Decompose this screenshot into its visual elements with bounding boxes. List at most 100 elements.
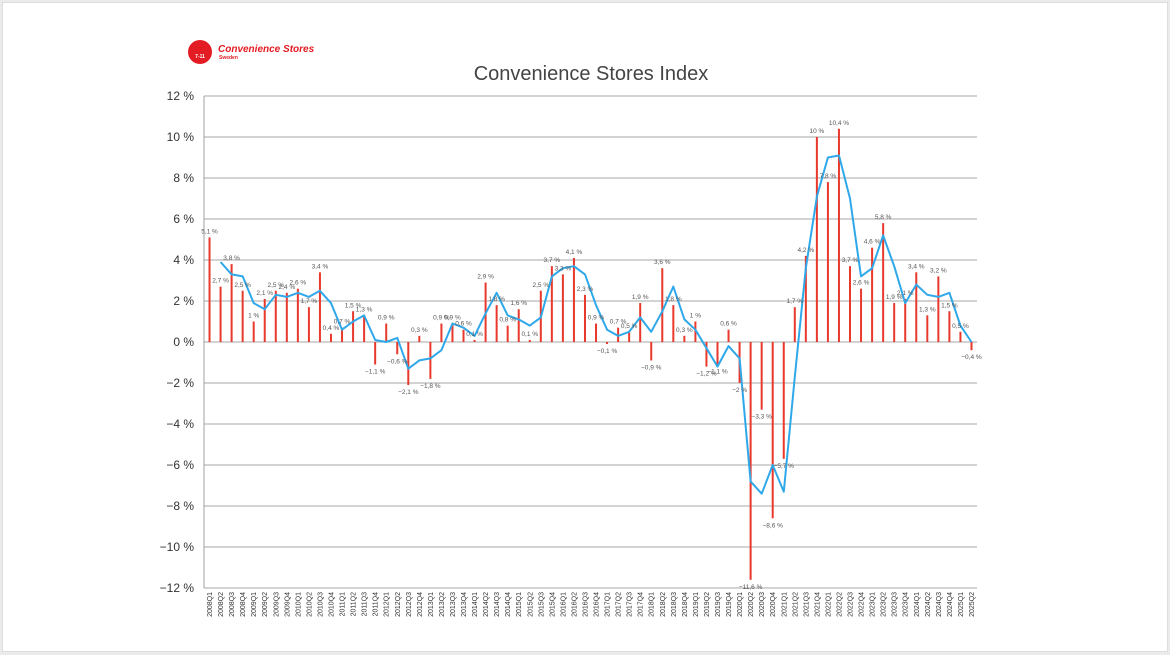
bar xyxy=(793,307,796,342)
x-tick-label: 2010Q2 xyxy=(306,592,313,617)
data-label: 5,8 % xyxy=(875,214,892,221)
x-tick-label: 2016Q4 xyxy=(594,592,601,617)
data-label: −1,1 % xyxy=(707,369,728,376)
x-tick-label: 2009Q3 xyxy=(273,592,280,617)
x-tick-label: 2023Q3 xyxy=(892,592,899,617)
x-tick-label: 2025Q2 xyxy=(969,592,976,617)
x-tick-label: 2017Q3 xyxy=(627,592,634,617)
x-tick-label: 2021Q4 xyxy=(814,592,821,617)
bar xyxy=(396,342,399,355)
bar xyxy=(473,339,476,342)
y-tick-label: −2 % xyxy=(166,376,194,390)
data-label: 3,7 % xyxy=(544,257,561,264)
data-label: 2,9 % xyxy=(477,274,494,281)
x-tick-label: 2016Q2 xyxy=(571,592,578,617)
data-label: 1 % xyxy=(690,313,701,320)
x-tick-label: 2017Q2 xyxy=(616,592,623,617)
bar xyxy=(650,342,653,361)
data-label: 0,9 % xyxy=(588,315,605,322)
bar xyxy=(517,309,520,342)
bar xyxy=(285,292,288,342)
bar xyxy=(462,329,465,342)
bar xyxy=(837,128,840,342)
bar xyxy=(926,315,929,342)
x-tick-label: 2009Q4 xyxy=(284,592,291,617)
bar xyxy=(583,294,586,342)
x-tick-label: 2014Q3 xyxy=(494,592,501,617)
bar xyxy=(782,342,785,459)
x-tick-label: 2013Q2 xyxy=(439,592,446,617)
x-tick-label: 2013Q4 xyxy=(461,592,468,617)
x-tick-label: 2016Q3 xyxy=(582,592,589,617)
x-tick-label: 2008Q1 xyxy=(207,592,214,617)
y-tick-label: −4 % xyxy=(166,417,194,431)
x-tick-label: 2012Q2 xyxy=(395,592,402,617)
data-label: 7,8 % xyxy=(820,173,837,180)
x-tick-label: 2015Q3 xyxy=(538,592,545,617)
y-tick-label: −6 % xyxy=(166,458,194,472)
data-label: 1,9 % xyxy=(886,294,903,301)
x-tick-label: 2008Q4 xyxy=(240,592,247,617)
bar xyxy=(871,247,874,342)
data-label: 4,2 % xyxy=(798,247,815,254)
bar xyxy=(385,323,388,342)
x-tick-label: 2016Q1 xyxy=(560,592,567,617)
x-tick-label: 2010Q3 xyxy=(317,592,324,617)
bar xyxy=(760,342,763,410)
x-tick-label: 2014Q1 xyxy=(472,592,479,617)
bar xyxy=(274,290,277,342)
bar xyxy=(661,268,664,342)
bar xyxy=(263,298,266,342)
bar xyxy=(451,323,454,342)
y-tick-label: −12 % xyxy=(160,581,195,595)
x-tick-label: 2012Q3 xyxy=(406,592,413,617)
bar xyxy=(307,307,310,342)
x-tick-label: 2011Q3 xyxy=(362,592,369,616)
bar xyxy=(628,331,631,342)
x-tick-label: 2018Q3 xyxy=(671,592,678,617)
bar xyxy=(804,255,807,342)
x-tick-label: 2021Q3 xyxy=(803,592,810,617)
logo-name: Convenience Stores xyxy=(218,44,315,55)
data-label: 2,7 % xyxy=(212,278,229,285)
data-label: 2,5 % xyxy=(267,282,284,289)
y-tick-label: 0 % xyxy=(173,335,194,349)
y-tick-label: 4 % xyxy=(173,253,194,267)
bar xyxy=(495,305,498,342)
data-label: 2,5 % xyxy=(532,282,549,289)
bar xyxy=(893,303,896,342)
bar xyxy=(252,321,255,342)
data-label: 0,3 % xyxy=(676,327,693,334)
x-tick-label: 2022Q4 xyxy=(859,592,866,617)
x-tick-label: 2013Q1 xyxy=(428,592,435,617)
data-label: 0,6 % xyxy=(720,321,737,328)
x-tick-label: 2012Q1 xyxy=(384,592,391,617)
data-label: 3,6 % xyxy=(654,259,671,266)
bar xyxy=(948,311,951,342)
bar xyxy=(672,305,675,342)
data-label: 5,1 % xyxy=(201,228,218,235)
x-tick-label: 2011Q1 xyxy=(340,592,347,616)
data-label: 2,6 % xyxy=(853,280,870,287)
y-tick-label: −10 % xyxy=(160,540,195,554)
data-label: 0,5 % xyxy=(621,323,638,330)
bar xyxy=(727,329,730,342)
x-tick-label: 2023Q2 xyxy=(881,592,888,617)
x-tick-label: 2022Q3 xyxy=(848,592,855,617)
bar xyxy=(572,257,575,342)
data-label: 10 % xyxy=(809,128,824,135)
y-tick-label: −8 % xyxy=(166,499,194,513)
x-tick-label: 2019Q2 xyxy=(704,592,711,617)
bar xyxy=(683,335,686,342)
x-tick-label: 2010Q1 xyxy=(295,592,302,617)
x-tick-label: 2018Q4 xyxy=(682,592,689,617)
x-tick-label: 2020Q2 xyxy=(748,592,755,617)
bar xyxy=(694,321,697,342)
x-tick-label: 2012Q4 xyxy=(417,592,424,617)
x-tick-label: 2019Q1 xyxy=(693,592,700,617)
data-label: 0,4 % xyxy=(323,325,340,332)
x-tick-label: 2020Q1 xyxy=(737,592,744,617)
bar xyxy=(318,272,321,342)
x-tick-label: 2025Q1 xyxy=(958,592,965,617)
bar xyxy=(440,323,443,342)
